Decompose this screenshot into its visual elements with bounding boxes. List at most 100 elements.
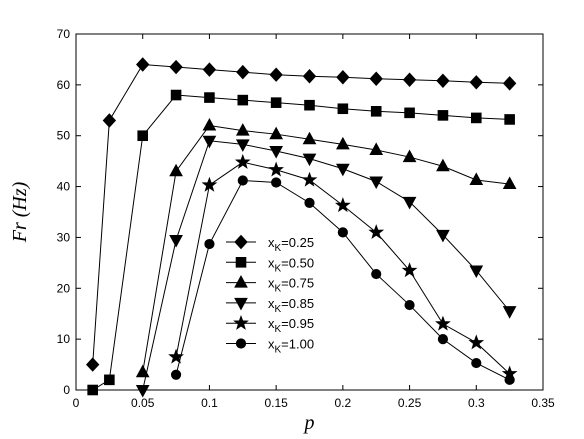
legend-marker-triangle-up [234,275,248,288]
data-point-star [468,334,485,350]
legend-entry: xK=0.85 [226,296,314,315]
legend-label-value: =1.00 [281,337,314,352]
series-line [92,94,510,391]
data-point-star [234,153,251,169]
legend-marker-diamond [234,234,248,250]
data-point-triangle-up [169,163,183,177]
legend-label-main: x [268,235,275,250]
data-point-circle [204,238,215,250]
data-point-diamond [169,59,183,75]
x-tick-label: 0.35 [531,396,555,410]
data-point-circle [504,374,515,385]
data-point-square [104,374,115,386]
legend-label-main: x [268,255,275,270]
data-point-triangle-up [135,364,150,378]
data-point-triangle-down [202,135,217,149]
data-point-circle [404,299,415,311]
data-point-triangle-down [436,229,450,243]
data-point-triangle-up [502,176,517,190]
legend-label-main: x [268,316,275,331]
data-point-diamond [236,64,250,80]
data-point-triangle-down [336,163,350,177]
data-point-diamond [102,113,117,128]
legend-marker-square [235,257,247,268]
data-point-square [204,92,215,103]
data-point-star [368,224,385,240]
y-tick-label: 70 [57,27,71,41]
legend-label-value: =0.75 [281,276,314,291]
data-point-square [504,114,515,125]
legend-marker-circle [235,338,247,349]
data-point-star [334,197,351,213]
data-point-square [137,130,149,142]
legend-marker-triangle-down [234,297,248,311]
legend-label: xK=0.85 [268,296,314,315]
data-point-circle [237,175,248,186]
data-point-diamond [302,68,317,84]
data-point-square [437,110,449,121]
data-point-diamond [369,71,383,86]
data-point-diamond [402,72,417,88]
legend-label-sub: K [275,263,282,274]
y-tick-label: 20 [57,281,71,295]
data-point-triangle-up [369,142,384,155]
data-point-circle [371,268,382,280]
y-tick-label: 50 [57,129,71,143]
data-point-square [337,103,349,115]
axes-frame [75,33,544,391]
data-point-star [435,315,451,331]
y-tick-label: 10 [57,332,71,346]
data-point-square [270,97,282,108]
legend-label: xK=0.75 [268,276,314,295]
data-point-triangle-up [469,172,484,185]
data-point-triangle-down [402,196,417,210]
data-point-circle [471,357,482,369]
series-line [175,161,510,375]
data-point-diamond [202,62,217,77]
legend-entry: xK=0.25 [226,234,314,254]
data-point-triangle-down [235,139,250,152]
data-point-diamond [469,75,483,90]
legend-label: xK=0.25 [268,235,314,254]
legend-label: xK=0.50 [268,255,314,274]
series-3 [135,117,517,378]
legend-label: xK=0.95 [268,316,314,335]
series-line [175,179,510,381]
data-point-diamond [336,69,350,85]
series-5 [168,153,518,381]
legend-label-sub: K [275,345,282,356]
data-point-triangle-down [269,145,283,159]
legend-label-sub: K [275,284,282,295]
data-point-square [404,107,415,119]
data-point-triangle-down [169,234,183,248]
legend-entry: xK=0.50 [226,255,314,274]
data-point-square [370,106,382,117]
data-point-square [170,89,182,101]
data-point-triangle-up [269,126,283,140]
data-point-diamond [85,357,100,372]
data-point-triangle-up [402,149,417,163]
data-point-diamond [502,76,517,91]
data-point-triangle-up [436,158,450,172]
legend-entry: xK=1.00 [226,337,314,356]
axis-ticks: 0 0.05 0.1 0.15 0.2 0.25 0.3 0.35 0 10 20 30 40 50 60 7… [57,27,555,410]
data-point-triangle-up [202,117,217,131]
legend-label-main: x [268,296,275,311]
data-point-star [301,171,318,187]
data-point-star [268,161,285,177]
data-point-star [201,176,218,192]
legend-label-main: x [268,337,275,352]
series-line [142,140,511,391]
y-tick-label: 0 [63,383,70,397]
legend-marker-star [233,314,249,330]
data-point-triangle-down [502,306,517,319]
data-point-triangle-down [369,176,384,190]
data-point-triangle-down [302,153,317,167]
data-point-circle [337,227,348,238]
legend-label-value: =0.85 [281,296,314,311]
series-line [142,124,510,373]
data-point-triangle-up [302,131,317,145]
x-axis-label: p [303,412,315,434]
legend-entry: xK=0.95 [226,314,314,335]
